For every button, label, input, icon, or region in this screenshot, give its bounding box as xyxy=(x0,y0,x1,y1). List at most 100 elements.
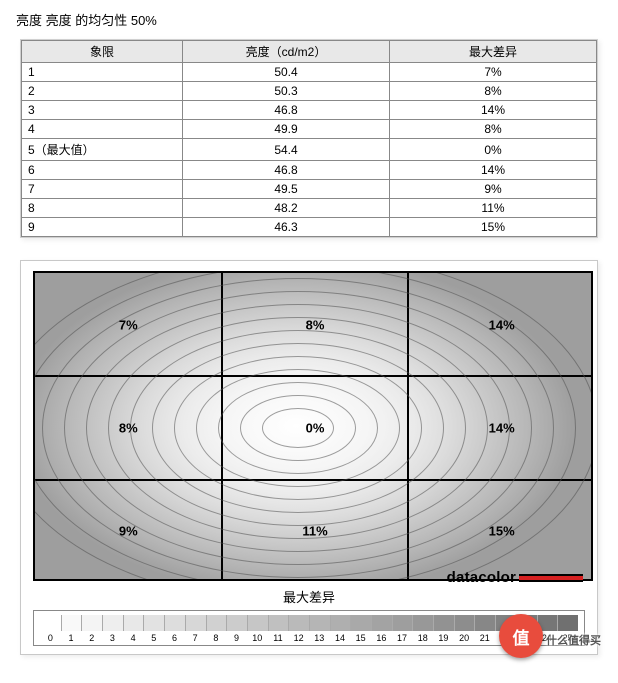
scale-swatch xyxy=(474,615,495,631)
scale-swatch xyxy=(143,615,164,631)
heatmap-chart: 7%8%14%8%0%14%9%11%15% xyxy=(33,271,593,581)
table-cell: 46.8 xyxy=(183,161,390,180)
scale-swatch xyxy=(495,615,516,631)
color-scale: 0123456789101112131415161718192021222324… xyxy=(33,610,585,646)
scale-number: 17 xyxy=(392,633,413,643)
scale-tick: 0 xyxy=(40,615,61,643)
cell-label: 14% xyxy=(489,421,515,436)
cell-label: 7% xyxy=(119,317,138,332)
scale-number: 25 xyxy=(557,633,578,643)
scale-number: 14 xyxy=(330,633,351,643)
table-cell: 9% xyxy=(390,180,597,199)
table-cell: 46.3 xyxy=(183,218,390,237)
scale-tick: 20 xyxy=(454,615,475,643)
scale-number: 19 xyxy=(433,633,454,643)
contour-line xyxy=(86,304,510,552)
scale-tick: 16 xyxy=(371,615,392,643)
scale-number: 3 xyxy=(102,633,123,643)
scale-number: 0 xyxy=(40,633,61,643)
scale-tick: 15 xyxy=(350,615,371,643)
scale-number: 11 xyxy=(268,633,289,643)
cell-label: 15% xyxy=(489,524,515,539)
table-cell: 46.8 xyxy=(183,101,390,120)
scale-number: 16 xyxy=(371,633,392,643)
scale-swatch xyxy=(350,615,371,631)
table-row: 646.814% xyxy=(22,161,597,180)
scale-number: 15 xyxy=(350,633,371,643)
scale-swatch xyxy=(247,615,268,631)
table-cell: 9 xyxy=(22,218,183,237)
table-row: 250.38% xyxy=(22,82,597,101)
table-row: 346.814% xyxy=(22,101,597,120)
grid-vline xyxy=(407,273,409,579)
table-cell: 7 xyxy=(22,180,183,199)
scale-tick: 24 xyxy=(537,615,558,643)
scale-tick: 5 xyxy=(143,615,164,643)
scale-tick: 18 xyxy=(412,615,433,643)
cell-label: 8% xyxy=(306,317,325,332)
table-header: 象限 xyxy=(22,41,183,63)
scale-tick: 7 xyxy=(185,615,206,643)
scale-tick: 6 xyxy=(164,615,185,643)
logo-bar xyxy=(519,574,583,582)
scale-swatch xyxy=(557,615,578,631)
scale-number: 21 xyxy=(474,633,495,643)
contour-line xyxy=(152,343,444,513)
scale-number: 20 xyxy=(454,633,475,643)
scale-swatch xyxy=(309,615,330,631)
grid-hline xyxy=(35,375,591,377)
scale-swatch xyxy=(433,615,454,631)
table-cell: 50.4 xyxy=(183,63,390,82)
scale-number: 4 xyxy=(123,633,144,643)
scale-swatch xyxy=(330,615,351,631)
table-cell: 3 xyxy=(22,101,183,120)
scale-swatch xyxy=(102,615,123,631)
diff-axis-label: 最大差异 xyxy=(33,587,585,606)
scale-swatch xyxy=(164,615,185,631)
scale-swatch xyxy=(61,615,82,631)
scale-number: 22 xyxy=(495,633,516,643)
scale-number: 7 xyxy=(185,633,206,643)
cell-label: 8% xyxy=(119,421,138,436)
scale-tick: 2 xyxy=(81,615,102,643)
table-cell: 8 xyxy=(22,199,183,218)
table-cell: 8% xyxy=(390,82,597,101)
scale-swatch xyxy=(226,615,247,631)
scale-number: 5 xyxy=(143,633,164,643)
table-cell: 6 xyxy=(22,161,183,180)
table-cell: 7% xyxy=(390,63,597,82)
cell-label: 9% xyxy=(119,524,138,539)
scale-swatch xyxy=(537,615,558,631)
page-title: 亮度 亮度 的均匀性 50% xyxy=(10,10,608,29)
table-header: 亮度（cd/m2） xyxy=(183,41,390,63)
scale-number: 12 xyxy=(288,633,309,643)
table-cell: 50.3 xyxy=(183,82,390,101)
table-cell: 15% xyxy=(390,218,597,237)
scale-swatch xyxy=(412,615,433,631)
table-row: 749.59% xyxy=(22,180,597,199)
scale-tick: 14 xyxy=(330,615,351,643)
table-cell: 2 xyxy=(22,82,183,101)
table-cell: 14% xyxy=(390,161,597,180)
scale-tick: 9 xyxy=(226,615,247,643)
scale-number: 13 xyxy=(309,633,330,643)
contour-line xyxy=(218,382,378,474)
scale-tick: 8 xyxy=(206,615,227,643)
scale-swatch xyxy=(185,615,206,631)
scale-tick: 23 xyxy=(516,615,537,643)
scale-tick: 17 xyxy=(392,615,413,643)
scale-tick: 13 xyxy=(309,615,330,643)
scale-swatch xyxy=(268,615,289,631)
table-cell: 48.2 xyxy=(183,199,390,218)
scale-number: 24 xyxy=(537,633,558,643)
table-cell: 4 xyxy=(22,120,183,139)
scale-tick: 25 xyxy=(557,615,578,643)
scale-number: 18 xyxy=(412,633,433,643)
scale-swatch xyxy=(516,615,537,631)
scale-tick: 3 xyxy=(102,615,123,643)
table-row: 946.315% xyxy=(22,218,597,237)
cell-label: 0% xyxy=(306,421,325,436)
contour-line xyxy=(240,395,356,461)
table-cell: 8% xyxy=(390,120,597,139)
scale-swatch xyxy=(81,615,102,631)
